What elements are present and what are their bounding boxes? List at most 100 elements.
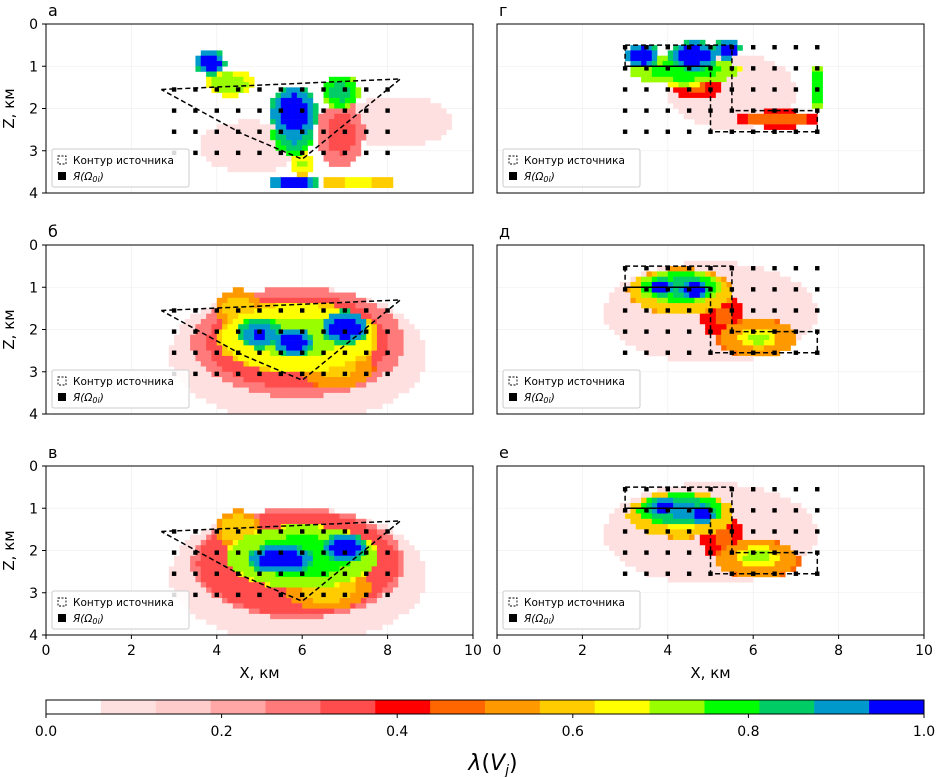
heat-cell: [694, 355, 701, 362]
heat-cell: [763, 318, 770, 325]
heat-cell: [259, 603, 266, 609]
heat-cell: [641, 281, 647, 288]
heat-cell: [323, 129, 330, 136]
heat-cell: [350, 92, 356, 99]
heat-cell: [302, 129, 308, 136]
heat-cell: [195, 382, 202, 388]
grid-point-marker: [686, 508, 692, 513]
heat-cell: [302, 624, 308, 631]
dashed-square-icon: [508, 155, 518, 165]
heat-cell: [387, 377, 394, 383]
heat-cell: [243, 592, 250, 599]
grid-point-marker: [385, 329, 390, 334]
heat-cell: [683, 66, 690, 72]
grid-point-marker: [686, 487, 692, 492]
heat-cell: [248, 145, 255, 152]
heat-cell: [334, 550, 340, 557]
heat-cell: [705, 524, 711, 530]
heat-cell: [710, 524, 717, 530]
heat-cell: [795, 329, 802, 336]
heat-cell: [667, 276, 674, 283]
heat-cell: [657, 350, 663, 357]
heat-cell: [694, 534, 701, 541]
heat-cell: [227, 571, 234, 578]
heat-cell: [227, 350, 234, 357]
heat-cell: [280, 313, 287, 320]
heat-cell: [683, 545, 690, 551]
heat-cell: [254, 408, 260, 415]
heat-cell: [291, 303, 298, 309]
heat-cell: [737, 487, 743, 493]
heat-cell: [206, 76, 212, 83]
heat-cell: [387, 334, 394, 341]
heat-cell: [753, 287, 759, 293]
heat-cell: [243, 408, 250, 415]
heat-cell: [694, 539, 701, 546]
heat-cell: [785, 324, 791, 330]
grid-point-marker: [644, 66, 649, 71]
heat-cell: [232, 361, 239, 367]
heat-cell: [291, 387, 298, 394]
heat-cell: [763, 529, 770, 535]
heat-cell: [270, 371, 276, 378]
heat-cell: [625, 292, 631, 299]
heat-cell: [683, 350, 690, 357]
heat-cell: [408, 97, 415, 104]
heat-cell: [211, 71, 218, 78]
heat-cell: [683, 113, 690, 120]
heat-cell: [774, 271, 781, 277]
heat-cell: [296, 366, 303, 373]
heat-cell: [291, 177, 298, 183]
heat-cell: [651, 545, 658, 551]
heat-cell: [307, 408, 314, 415]
heat-cell: [747, 108, 754, 115]
heat-cell: [254, 334, 260, 341]
heat-cell: [270, 561, 276, 567]
heat-cell: [302, 508, 308, 514]
heat-cell: [774, 524, 781, 530]
heat-cell: [264, 329, 271, 336]
heat-cell: [211, 60, 218, 67]
heat-cell: [259, 598, 266, 604]
heat-cell: [683, 266, 690, 272]
heat-cell: [641, 550, 647, 557]
heat-cell: [339, 87, 346, 93]
heat-cell: [811, 534, 818, 541]
heat-cell: [355, 392, 362, 399]
heat-cell: [328, 76, 335, 83]
heat-cell: [232, 87, 239, 93]
heat-cell: [184, 355, 191, 362]
heat-cell: [619, 539, 626, 546]
heat-cell: [291, 297, 298, 304]
heat-cell: [779, 119, 786, 125]
heat-cell: [705, 497, 711, 504]
heat-cell: [683, 318, 690, 325]
heat-cell: [641, 529, 647, 535]
heat-cell: [243, 166, 250, 173]
heat-cell: [291, 539, 298, 546]
heat-cell: [254, 318, 260, 325]
grid-point-marker: [257, 371, 262, 377]
heat-cell: [227, 524, 234, 530]
heat-cell: [243, 292, 250, 299]
heat-cell: [779, 334, 786, 341]
heat-cell: [753, 529, 759, 535]
heat-cell: [302, 576, 308, 583]
heat-cell: [339, 350, 346, 357]
heat-cell: [625, 313, 631, 320]
heat-cell: [753, 539, 759, 546]
heat-cell: [609, 529, 615, 535]
heat-cell: [662, 539, 669, 546]
heat-cell: [387, 398, 394, 404]
grid-point-marker: [751, 308, 756, 313]
heat-cell: [184, 545, 191, 551]
grid-point-marker: [300, 592, 305, 598]
heat-cell: [683, 82, 690, 88]
heat-cell: [360, 355, 367, 362]
heat-cell: [705, 303, 711, 309]
heat-cell: [646, 313, 653, 320]
heat-cell: [248, 539, 255, 546]
grid-point-marker: [364, 350, 369, 355]
heat-cell: [398, 108, 404, 115]
